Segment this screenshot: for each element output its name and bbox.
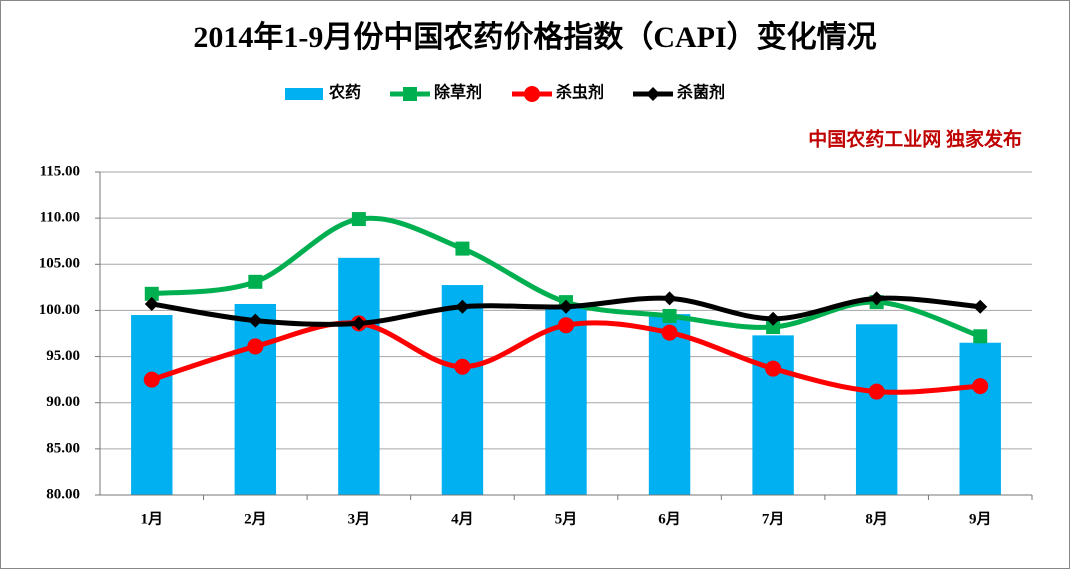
x-tick-label: 7月 bbox=[762, 510, 785, 527]
marker bbox=[559, 299, 573, 314]
marker bbox=[973, 299, 988, 314]
legend-label: 杀菌剂 bbox=[677, 83, 725, 102]
y-tick-label: 110.00 bbox=[40, 210, 80, 226]
x-tick-label: 2月 bbox=[244, 510, 267, 527]
marker bbox=[558, 317, 574, 334]
marker bbox=[661, 324, 678, 341]
legend-marker bbox=[403, 87, 417, 101]
bar bbox=[338, 257, 380, 495]
marker bbox=[351, 316, 366, 331]
marker bbox=[972, 378, 989, 395]
marker bbox=[973, 329, 988, 344]
bar bbox=[234, 303, 277, 495]
bar bbox=[131, 315, 173, 495]
x-tick-label: 6月 bbox=[658, 510, 681, 527]
bar bbox=[545, 304, 587, 495]
x-tick-label: 8月 bbox=[865, 510, 888, 527]
marker bbox=[868, 383, 885, 400]
legend-marker bbox=[524, 86, 540, 102]
marker bbox=[454, 358, 471, 375]
marker bbox=[248, 313, 263, 328]
y-tick-label: 105.00 bbox=[39, 256, 80, 272]
marker bbox=[455, 241, 470, 256]
marker bbox=[869, 291, 884, 306]
x-tick-label: 5月 bbox=[555, 510, 578, 527]
marker bbox=[143, 371, 160, 388]
marker bbox=[247, 338, 264, 355]
y-tick-label: 85.00 bbox=[46, 440, 80, 456]
y-tick-label: 80.00 bbox=[46, 486, 80, 502]
x-tick-label: 9月 bbox=[969, 510, 992, 527]
marker bbox=[662, 308, 677, 323]
marker bbox=[144, 286, 159, 301]
bar bbox=[648, 314, 691, 495]
bar bbox=[959, 342, 1001, 495]
x-tick-label: 3月 bbox=[348, 510, 371, 527]
chart-title: 2014年1-9月份中国农药价格指数（CAPI）变化情况 bbox=[193, 20, 876, 54]
annotation: 中国农药工业网 独家发布 bbox=[808, 127, 1022, 150]
marker bbox=[662, 291, 677, 306]
y-tick-label: 115.00 bbox=[40, 163, 80, 179]
y-tick-label: 90.00 bbox=[46, 394, 80, 410]
marker bbox=[455, 299, 470, 314]
legend-marker bbox=[646, 87, 660, 101]
marker bbox=[144, 296, 159, 311]
legend-swatch bbox=[285, 88, 323, 100]
bar bbox=[441, 285, 484, 495]
marker bbox=[248, 274, 263, 289]
y-tick-label: 95.00 bbox=[46, 348, 80, 364]
marker bbox=[765, 360, 782, 377]
marker bbox=[766, 311, 781, 326]
y-tick-label: 100.00 bbox=[39, 302, 80, 318]
legend-label: 杀虫剂 bbox=[556, 83, 604, 102]
legend-label: 除草剂 bbox=[434, 83, 482, 102]
x-tick-label: 1月 bbox=[141, 510, 164, 527]
bar bbox=[752, 335, 794, 495]
marker bbox=[351, 212, 366, 227]
x-tick-label: 4月 bbox=[451, 510, 474, 527]
bar bbox=[855, 324, 898, 495]
marker bbox=[766, 320, 781, 335]
legend-label: 农药 bbox=[328, 83, 361, 102]
